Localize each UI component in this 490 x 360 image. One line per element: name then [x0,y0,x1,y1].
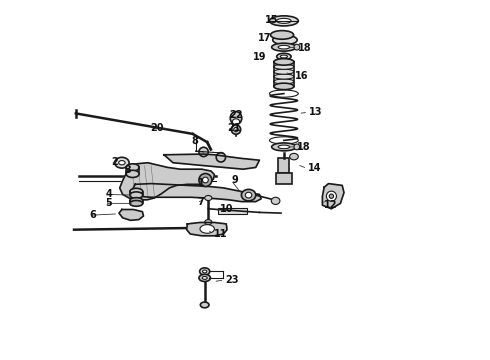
Ellipse shape [245,192,252,198]
Text: 17: 17 [258,33,271,43]
Ellipse shape [329,194,334,198]
Ellipse shape [232,119,240,125]
Ellipse shape [231,125,241,134]
Ellipse shape [205,220,212,225]
Ellipse shape [294,144,300,150]
Ellipse shape [199,174,212,186]
Ellipse shape [242,189,256,201]
Ellipse shape [126,164,139,171]
FancyBboxPatch shape [278,158,289,173]
Ellipse shape [326,191,337,201]
Ellipse shape [199,274,210,282]
Text: 10: 10 [220,204,233,214]
Text: 14: 14 [308,163,321,174]
Ellipse shape [230,112,242,125]
Text: 23: 23 [225,275,239,285]
Ellipse shape [273,35,297,45]
Ellipse shape [274,59,294,65]
Ellipse shape [199,268,210,275]
Text: 8: 8 [192,136,198,147]
Text: 1: 1 [197,178,204,188]
Ellipse shape [274,79,294,84]
Ellipse shape [130,192,143,198]
Text: 20: 20 [150,123,164,133]
Text: 4: 4 [105,189,112,199]
Polygon shape [132,184,261,202]
Text: 16: 16 [294,71,308,81]
Ellipse shape [271,43,296,51]
Ellipse shape [199,147,208,157]
Ellipse shape [216,153,225,162]
Text: 11: 11 [215,229,228,239]
Text: 12: 12 [323,200,337,210]
Ellipse shape [126,170,139,177]
Text: 6: 6 [90,210,96,220]
Polygon shape [119,210,144,220]
Ellipse shape [270,31,294,39]
Ellipse shape [271,143,296,151]
Ellipse shape [115,157,129,168]
Ellipse shape [130,198,143,203]
Ellipse shape [270,16,298,26]
Ellipse shape [200,225,215,233]
Ellipse shape [278,45,290,49]
Ellipse shape [119,161,125,165]
Polygon shape [187,222,227,236]
Ellipse shape [294,44,300,50]
Ellipse shape [130,188,143,195]
Ellipse shape [202,177,208,183]
Text: 15: 15 [265,15,278,25]
Polygon shape [322,184,344,209]
Ellipse shape [274,64,294,69]
Ellipse shape [205,195,212,201]
Text: 5: 5 [105,198,112,208]
Text: 19: 19 [253,51,267,62]
Text: 7: 7 [197,197,204,207]
Ellipse shape [277,18,291,23]
Text: 2: 2 [111,157,118,167]
Ellipse shape [274,83,294,90]
Text: 3: 3 [124,165,131,175]
Ellipse shape [290,153,298,160]
Ellipse shape [274,69,294,74]
Text: 13: 13 [309,107,322,117]
Ellipse shape [274,74,294,79]
FancyBboxPatch shape [218,208,247,214]
Ellipse shape [274,59,294,64]
Ellipse shape [274,84,294,89]
Ellipse shape [200,302,209,308]
Text: 18: 18 [296,142,310,152]
FancyBboxPatch shape [276,173,292,184]
Ellipse shape [271,197,280,204]
Polygon shape [164,154,259,169]
Ellipse shape [202,270,207,273]
Text: 22: 22 [229,110,243,120]
Text: 9: 9 [232,175,239,185]
Ellipse shape [234,127,238,132]
Text: 21: 21 [228,123,241,133]
Ellipse shape [280,55,288,58]
Ellipse shape [130,201,143,206]
Ellipse shape [278,145,290,149]
Ellipse shape [277,53,291,60]
Ellipse shape [202,276,207,279]
Polygon shape [120,163,215,200]
Text: 18: 18 [298,43,312,53]
